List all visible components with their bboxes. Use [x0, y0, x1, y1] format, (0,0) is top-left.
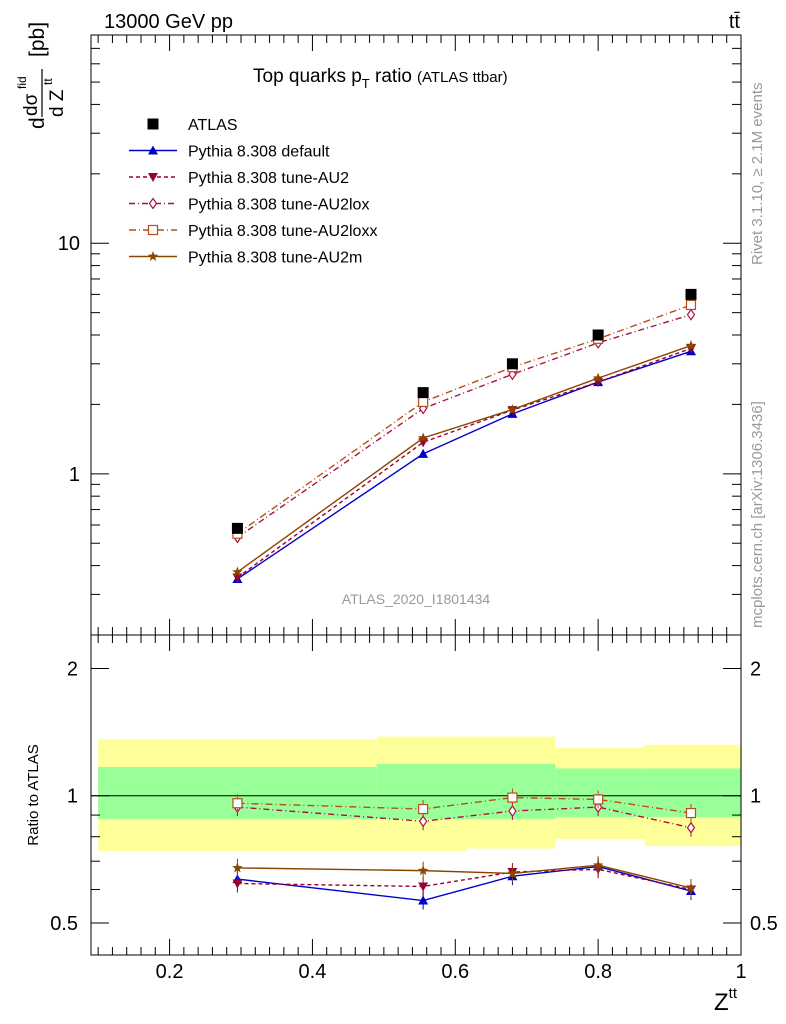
x-tick-label: 0.4: [299, 961, 327, 983]
series-marker: [685, 299, 697, 311]
atlas-data-point: [506, 358, 518, 370]
ratio-marker: [418, 882, 429, 892]
ylabel-denominator-sup: tt: [41, 78, 55, 85]
ylabel-d-numerator: d: [26, 117, 49, 129]
x-tick-label: 0.8: [584, 961, 612, 983]
legend-label: Pythia 8.308 default: [188, 144, 330, 161]
ratio-y-tick-label: 2: [67, 658, 78, 680]
series-marker: [418, 396, 429, 408]
x-tick-label: 0.2: [156, 961, 184, 983]
legend-marker: [147, 251, 159, 261]
x-tick-label: 0.6: [441, 961, 469, 983]
legend: ATLAS Pythia 8.308 default Pythia 8.308 tu…: [129, 117, 377, 267]
mcplots-label: mcplots.cern.ch [arXiv:1306.3436]: [749, 401, 766, 628]
ratio-marker: [593, 794, 604, 805]
plot-title-paren: (ATLAS ttbar): [417, 69, 508, 86]
x-axis-label-main: Z: [714, 989, 729, 1016]
legend-label: Pythia 8.308 tune-AU2lox: [188, 197, 369, 214]
ylabel-fid: fid: [15, 76, 29, 89]
atlas-data-point: [685, 288, 697, 300]
ratio-marker: [507, 867, 518, 878]
ratio-marker: [232, 798, 243, 809]
series-line: [237, 347, 692, 579]
ratio-series-group: [232, 788, 697, 910]
legend-marker: [148, 173, 158, 182]
header-beam-label: 13000 GeV pp: [104, 11, 233, 33]
ratio-plot-frame: [90, 634, 742, 956]
series-line: [237, 864, 692, 889]
plot-title-rest: ratio: [370, 66, 412, 87]
legend-marker: [147, 224, 159, 236]
ylabel-unit: [pb]: [26, 22, 49, 57]
ratio-y-tick-label-right: 0.5: [750, 913, 778, 935]
ratio-y-tick-label: 1: [67, 786, 78, 808]
series-line: [237, 344, 692, 573]
ratio-marker: [418, 815, 428, 828]
legend-marker: [148, 145, 158, 155]
atlas-data-point: [231, 522, 243, 534]
atlas-data-points: [231, 288, 697, 534]
ratio-marker: [685, 807, 697, 819]
ratio-marker: [508, 804, 517, 818]
ratio-marker: [418, 895, 429, 905]
ylabel-denominator: d Z: [47, 89, 68, 117]
legend-label: Pythia 8.308 tune-AU2: [188, 170, 349, 187]
ratio-marker: [417, 865, 429, 876]
ratio-marker: [592, 859, 604, 870]
legend-marker: [147, 118, 159, 130]
legend-label: Pythia 8.308 tune-AU2loxx: [188, 223, 377, 240]
series-marker: [686, 308, 696, 321]
legend-marker: [148, 197, 158, 210]
ratio-y-tick-label-right: 1: [750, 786, 761, 808]
series-marker: [592, 372, 604, 383]
ratio-marker: [686, 821, 696, 834]
ylabel-sigma: dσ: [21, 93, 42, 116]
atlas-data-point: [592, 329, 604, 341]
ratio-y-axis-label: Ratio to ATLAS: [25, 744, 42, 845]
series-marker: [232, 566, 243, 577]
ratio-marker: [232, 879, 243, 889]
atlas-data-point: [417, 387, 429, 399]
ratio-marker: [685, 882, 697, 893]
plot-title-subscript: T: [362, 76, 370, 91]
plot-title-main: Top quarks p: [253, 66, 362, 87]
ratio-marker: [418, 803, 429, 815]
analysis-label: ATLAS_2020_I1801434: [342, 591, 491, 607]
x-tick-label: 1: [735, 961, 746, 983]
series-line: [237, 314, 692, 538]
main-y-axis-label: d dσ fid d Z tt [pb]: [15, 22, 68, 129]
series-line: [237, 796, 692, 814]
series-line: [237, 304, 692, 535]
ratio-y-tick-label: 0.5: [50, 913, 78, 935]
main-y-tick-label: 10: [58, 233, 80, 255]
header-process-label: tt̄: [729, 11, 741, 33]
ratio-marker: [507, 792, 518, 803]
ratio-y-tick-label-right: 2: [750, 658, 761, 680]
series-marker: [417, 432, 429, 443]
series-marker: [685, 340, 697, 350]
axis-ticks: 0.2 0.4 0.6 0.8 1 1 10 0.5 0.5 1 1 2 2: [50, 34, 778, 983]
main-series-group: [232, 299, 697, 583]
x-axis-label: Ztt: [714, 985, 738, 1016]
ratio-marker: [232, 862, 243, 873]
series-marker: [507, 404, 518, 414]
plot-title: Top quarks pT ratio (ATLAS ttbar): [253, 66, 508, 91]
main-y-tick-label: 1: [69, 464, 80, 486]
x-axis-label-sup: tt: [729, 985, 738, 1002]
series-marker: [418, 448, 429, 458]
legend-label: Pythia 8.308 tune-AU2m: [188, 250, 362, 267]
legend-label: ATLAS: [188, 117, 238, 134]
rivet-version-label: Rivet 3.1.10, ≥ 2.1M events: [749, 83, 766, 266]
